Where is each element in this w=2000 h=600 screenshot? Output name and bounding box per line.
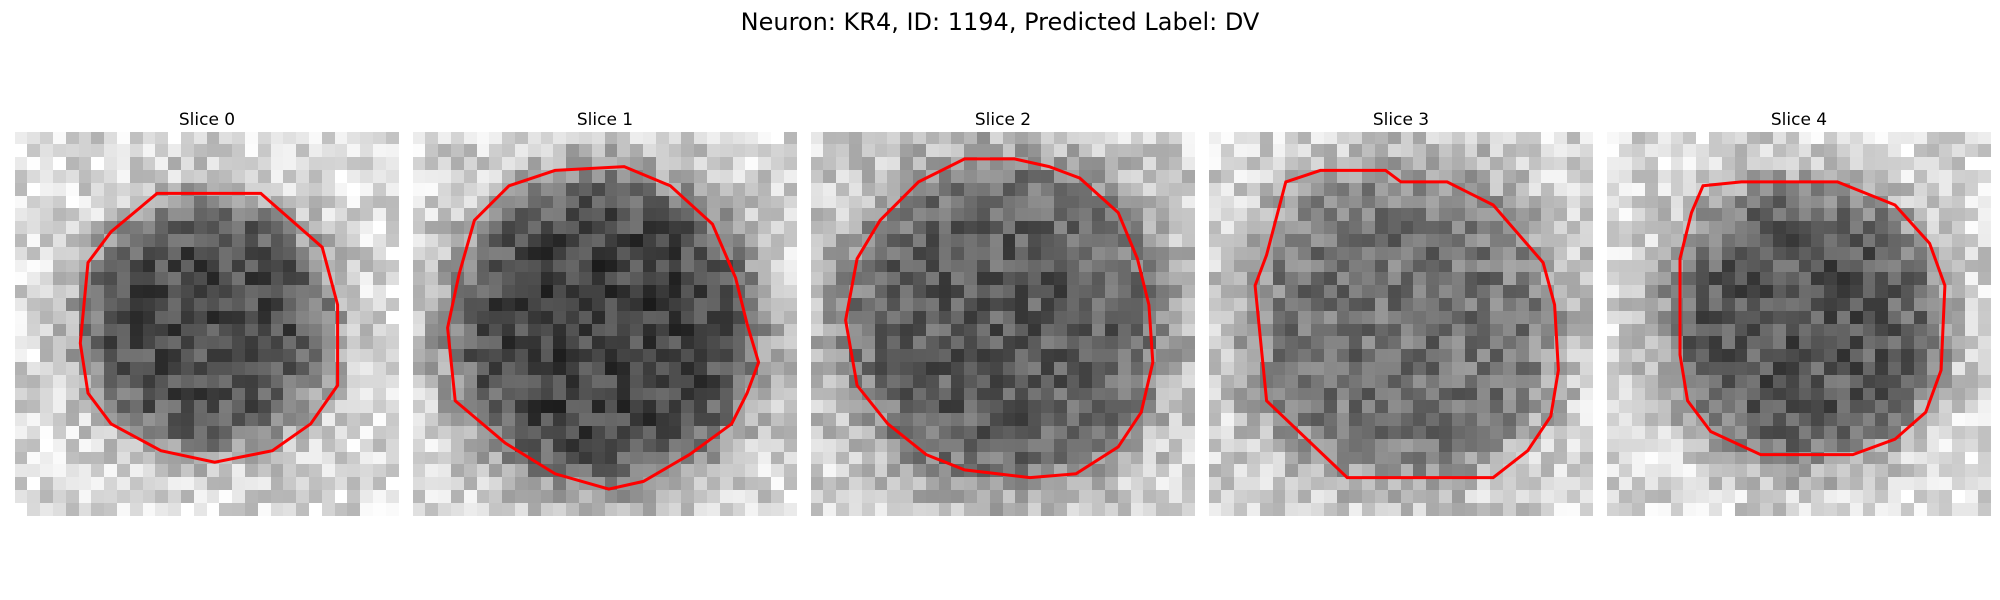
slice-2-title: Slice 2 xyxy=(974,110,1032,130)
slice-4-title: Slice 4 xyxy=(1770,110,1828,130)
slice-0-contour xyxy=(78,191,340,464)
slice-2-contour xyxy=(844,157,1155,480)
slice-1-title: Slice 1 xyxy=(576,110,634,130)
slice-2-image xyxy=(811,132,1195,516)
slice-0-image xyxy=(15,132,399,516)
slice-panel-1: Slice 1 xyxy=(413,108,797,516)
slice-3-title: Slice 3 xyxy=(1372,110,1430,130)
slice-panel-3: Slice 3 xyxy=(1209,108,1593,516)
slice-panel-2: Slice 2 xyxy=(811,108,1195,516)
slice-0-title: Slice 0 xyxy=(178,110,236,130)
slice-1-image xyxy=(413,132,797,516)
slice-3-contour xyxy=(1253,168,1560,480)
slice-0-contour-overlay xyxy=(78,191,340,464)
slice-3-image xyxy=(1209,132,1593,516)
slice-panel-4: Slice 4 xyxy=(1607,108,1991,516)
slice-4-contour-overlay xyxy=(1678,180,1947,457)
slice-1-contour xyxy=(446,165,761,491)
slice-1-contour-overlay xyxy=(446,165,761,491)
figure-title: Neuron: KR4, ID: 1194, Predicted Label: … xyxy=(740,8,1260,36)
slice-3-contour-overlay xyxy=(1253,168,1560,480)
slice-panel-0: Slice 0 xyxy=(15,108,399,516)
slice-4-image xyxy=(1607,132,1991,516)
slice-2-contour-overlay xyxy=(844,157,1155,480)
slice-4-contour xyxy=(1678,180,1947,457)
